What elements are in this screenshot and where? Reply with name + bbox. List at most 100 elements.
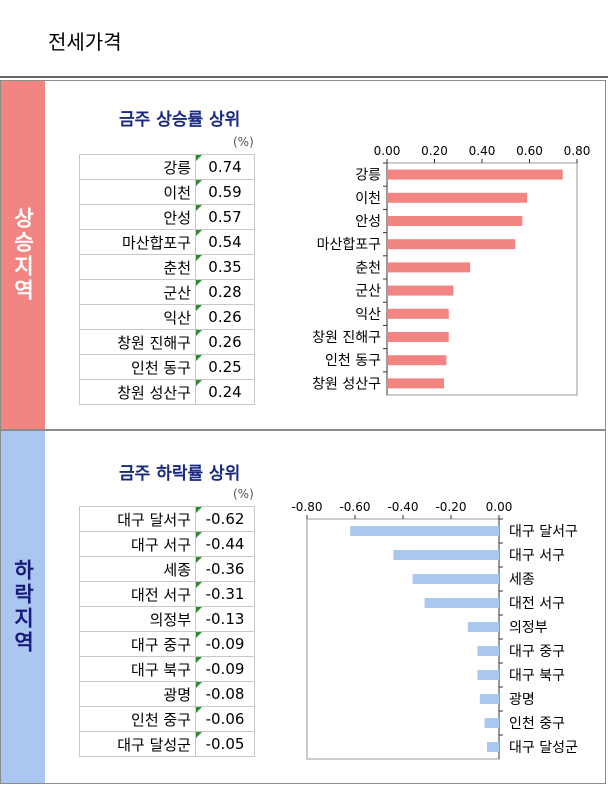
category-label: 대구 달성군 — [509, 740, 578, 756]
cell-marker-icon — [196, 380, 202, 386]
category-label: 이천 — [355, 191, 381, 207]
top-divider — [0, 76, 608, 78]
table-row: 인천 중구 -0.06 — [79, 706, 255, 732]
rise-sidebar: 상승지역 — [1, 81, 45, 429]
category-label: 대구 달서구 — [509, 524, 578, 540]
bar — [484, 718, 499, 728]
category-label: 의정부 — [509, 620, 548, 636]
change-value: 0.59 — [195, 179, 255, 205]
table-row: 대전 서구 -0.31 — [79, 581, 255, 607]
bar — [387, 192, 528, 203]
category-label: 강릉 — [355, 168, 381, 184]
cell-marker-icon — [196, 155, 202, 161]
cell-marker-icon — [196, 557, 202, 563]
region-name: 대구 북구 — [79, 656, 196, 682]
table-row: 익산 0.26 — [79, 304, 255, 330]
cell-marker-icon — [196, 657, 202, 663]
bar — [387, 216, 523, 226]
fall-chart: -0.80 -0.60 -0.40 -0.20 0.00 대구 달서구 대구 서구 세종 대전 … — [271, 500, 607, 769]
cell-marker-icon — [196, 582, 202, 588]
region-name: 창원 진해구 — [79, 329, 196, 355]
bar — [487, 742, 499, 752]
change-value: 0.35 — [195, 254, 255, 280]
fall-sidebar: 하락지역 — [1, 431, 45, 783]
region-name: 세종 — [79, 556, 196, 582]
change-value: -0.09 — [195, 656, 255, 682]
change-value: -0.31 — [195, 581, 255, 607]
bar — [387, 239, 516, 250]
region-name: 의정부 — [79, 606, 196, 632]
region-name: 군산 — [79, 279, 196, 305]
bar — [387, 262, 471, 273]
table-row: 창원 진해구 0.26 — [79, 329, 255, 355]
table-row: 인천 동구 0.25 — [79, 354, 255, 380]
table-row: 군산 0.28 — [79, 279, 255, 305]
region-name: 대구 서구 — [79, 531, 196, 557]
bar — [467, 622, 499, 632]
change-value: -0.62 — [195, 506, 255, 532]
change-value: -0.05 — [195, 731, 255, 757]
rise-table: 강릉 0.74 이천 0.59 안성 0.57 마산합포구 0.54 춘천 0.35 군산 0.28 익… — [79, 154, 255, 405]
x-tick-label: 0.20 — [421, 144, 448, 158]
x-tick-label: 0.60 — [516, 144, 543, 158]
x-tick-label: 0.00 — [486, 501, 513, 514]
category-label: 창원 성산구 — [312, 376, 381, 392]
fall-section-title: 금주 하락률 상위 — [119, 464, 241, 484]
rise-section-title: 금주 상승률 상위 — [119, 110, 241, 130]
cell-marker-icon — [196, 682, 202, 688]
cell-marker-icon — [196, 355, 202, 361]
bar — [387, 285, 454, 296]
cell-marker-icon — [196, 607, 202, 613]
table-row: 대구 북구 -0.09 — [79, 656, 255, 682]
change-value: 0.24 — [195, 379, 255, 405]
fall-unit-label: (%) — [233, 487, 254, 501]
category-label: 춘천 — [355, 260, 381, 276]
change-value: 0.74 — [195, 154, 255, 180]
region-name: 인천 동구 — [79, 354, 196, 380]
bar — [387, 169, 563, 180]
category-label: 대구 서구 — [509, 548, 565, 564]
bar — [479, 694, 499, 704]
category-label: 대구 북구 — [509, 668, 565, 684]
change-value: -0.09 — [195, 631, 255, 657]
category-label: 창원 진해구 — [312, 330, 381, 346]
cell-marker-icon — [196, 205, 202, 211]
region-name: 강릉 — [79, 154, 196, 180]
category-label: 안성 — [355, 214, 381, 230]
table-row: 광명 -0.08 — [79, 681, 255, 707]
change-value: 0.25 — [195, 354, 255, 380]
change-value: 0.26 — [195, 329, 255, 355]
x-tick-label: -0.80 — [291, 501, 322, 514]
region-name: 익산 — [79, 304, 196, 330]
category-label: 익산 — [355, 307, 381, 323]
region-name: 마산합포구 — [79, 229, 196, 255]
table-row: 춘천 0.35 — [79, 254, 255, 280]
x-tick-label: 0.00 — [374, 144, 401, 158]
category-label: 군산 — [355, 284, 381, 300]
bar — [387, 355, 447, 366]
category-label: 마산합포구 — [317, 237, 382, 253]
rise-panel: 상승지역 금주 상승률 상위 (%) 강릉 0.74 이천 0.59 안성 0.57 마산합… — [0, 80, 606, 430]
region-name: 대구 달성군 — [79, 731, 196, 757]
rise-chart: 0.00 0.20 0.40 0.60 0.80 강릉 이천 안성 마산합포구 춘천 군산 익산 창원 … — [271, 133, 601, 401]
cell-marker-icon — [196, 507, 202, 513]
cell-marker-icon — [196, 230, 202, 236]
change-value: 0.28 — [195, 279, 255, 305]
x-tick-label: 0.80 — [564, 144, 591, 158]
table-row: 대구 서구 -0.44 — [79, 531, 255, 557]
bar — [393, 550, 499, 560]
cell-marker-icon — [196, 280, 202, 286]
cell-marker-icon — [196, 255, 202, 261]
category-label: 대구 중구 — [509, 644, 565, 660]
x-tick-label: -0.60 — [339, 501, 370, 514]
table-row: 안성 0.57 — [79, 204, 255, 230]
table-row: 대구 달성군 -0.05 — [79, 731, 255, 757]
table-row: 강릉 0.74 — [79, 154, 255, 180]
change-value: -0.13 — [195, 606, 255, 632]
cell-marker-icon — [196, 305, 202, 311]
rise-unit-label: (%) — [233, 135, 254, 149]
category-label: 대전 서구 — [509, 596, 565, 612]
table-row: 이천 0.59 — [79, 179, 255, 205]
bar — [477, 646, 499, 656]
region-name: 대구 달서구 — [79, 506, 196, 532]
